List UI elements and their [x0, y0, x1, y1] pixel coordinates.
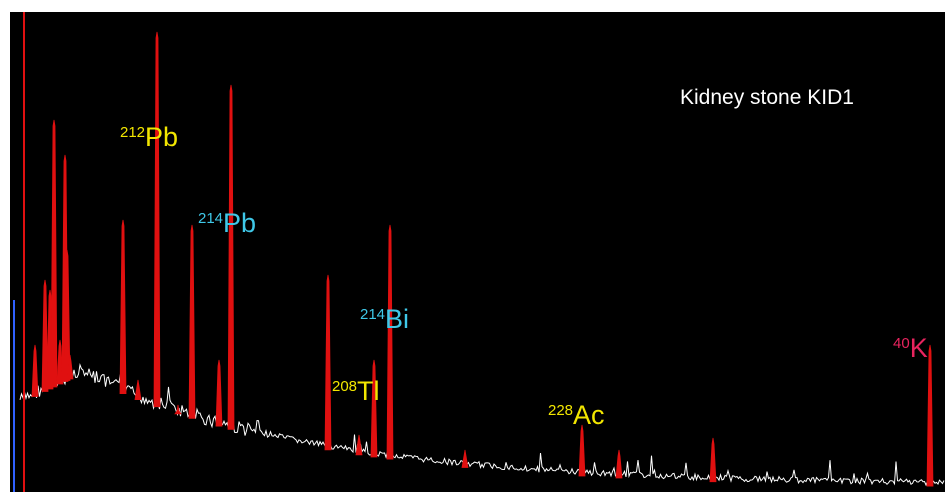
peak	[227, 84, 235, 430]
isotope-label: 212Pb	[120, 122, 178, 152]
element: Ac	[573, 400, 605, 430]
plot-area	[10, 12, 945, 492]
peak	[63, 249, 71, 381]
peak	[50, 119, 58, 388]
peak	[926, 344, 934, 487]
isotope-label: 40K	[893, 333, 928, 363]
peak	[56, 339, 64, 385]
peak	[41, 279, 49, 392]
peak	[134, 379, 142, 401]
peak	[119, 219, 127, 395]
element: Bi	[385, 304, 409, 334]
peak	[324, 274, 332, 451]
mass-number: 212	[120, 124, 145, 141]
mass-number: 228	[548, 402, 573, 419]
mass-number: 208	[332, 378, 357, 395]
element: Pb	[145, 122, 178, 152]
isotope-label: 214Bi	[360, 304, 409, 334]
continuum-line	[19, 362, 945, 487]
peak	[370, 359, 378, 458]
peak	[31, 344, 39, 397]
peak	[215, 359, 223, 427]
element: K	[910, 333, 928, 363]
peak	[578, 424, 586, 477]
mass-number: 40	[893, 335, 910, 352]
peak	[709, 437, 717, 483]
mass-number: 214	[360, 306, 385, 323]
peak	[174, 404, 182, 415]
title: Kidney stone KID1	[680, 86, 854, 109]
continuum	[19, 362, 945, 487]
peak	[188, 224, 196, 419]
isotope-label: 228Ac	[548, 400, 605, 430]
isotope-label: 214Pb	[198, 208, 256, 238]
peaks	[31, 31, 934, 487]
peak	[355, 434, 363, 456]
mass-number: 214	[198, 210, 223, 227]
peak	[386, 224, 394, 460]
element: Pb	[223, 208, 256, 238]
peak	[461, 449, 469, 468]
peak	[615, 449, 623, 479]
peak	[153, 31, 161, 408]
element: Tl	[357, 376, 380, 406]
peak	[66, 354, 74, 380]
isotope-label: 208Tl	[332, 376, 380, 406]
